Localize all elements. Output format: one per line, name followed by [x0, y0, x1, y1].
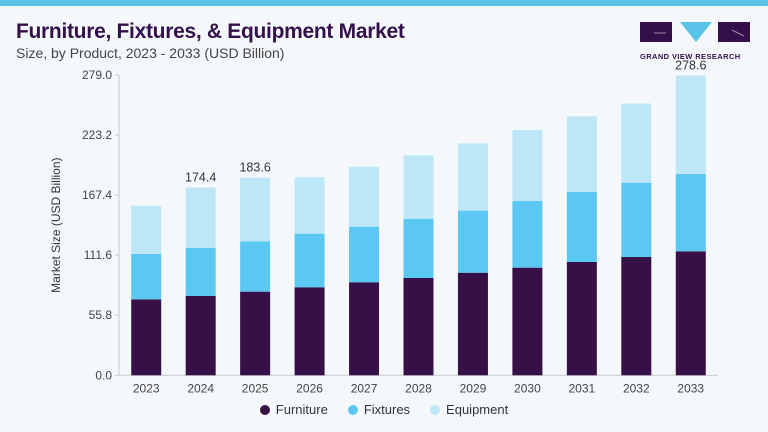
bar-segment-equipment-2025 [240, 177, 271, 242]
bar-segment-equipment-2028 [403, 155, 434, 220]
logo-mark-icon [640, 22, 750, 42]
bar-segment-furniture-2028 [403, 277, 434, 376]
bar-segment-fixtures-2031 [566, 191, 597, 262]
y-tick-label: 279.0 [82, 68, 112, 82]
bar-segment-fixtures-2028 [403, 219, 434, 278]
grand-view-research-logo: GRAND VIEW RESEARCH [640, 22, 750, 61]
x-tick-label: 2023 [133, 381, 160, 395]
x-tick-label: 2029 [460, 381, 487, 395]
bar-segment-equipment-2024 [185, 187, 216, 248]
legend: Furniture Fixtures Equipment [0, 402, 768, 417]
x-tick-label: 2028 [405, 381, 432, 395]
bar-segment-fixtures-2025 [240, 241, 271, 292]
bar-segment-fixtures-2033 [675, 174, 706, 252]
legend-swatch [347, 404, 358, 415]
bar-segment-fixtures-2026 [294, 233, 325, 288]
legend-label: Furniture [275, 402, 328, 417]
legend-label: Equipment [446, 402, 509, 417]
bar-segment-fixtures-2024 [185, 247, 216, 296]
logo-text: GRAND VIEW RESEARCH [640, 52, 741, 61]
x-tick-label: 2024 [187, 381, 214, 395]
bar-segment-equipment-2031 [566, 116, 597, 192]
x-tick-label: 2026 [296, 381, 323, 395]
bar-segment-equipment-2026 [294, 177, 325, 234]
bar-segment-fixtures-2023 [131, 253, 162, 300]
y-tick-label: 167.4 [82, 188, 112, 202]
top-accent-bar [0, 0, 768, 6]
bar-segment-equipment-2029 [457, 143, 488, 211]
bar-segment-fixtures-2032 [621, 182, 652, 258]
x-tick-label: 2030 [514, 381, 541, 395]
data-label-2025: 183.6 [239, 161, 270, 175]
legend-item-equipment: Equipment [430, 402, 508, 417]
bar-segment-equipment-2023 [131, 205, 162, 254]
x-tick-label: 2032 [623, 381, 650, 395]
x-tick-label: 2031 [569, 381, 596, 395]
bar-segment-furniture-2027 [349, 282, 380, 376]
legend-swatch [430, 404, 441, 415]
bar-segment-furniture-2032 [621, 257, 652, 376]
y-axis-label: Market Size (USD Billion) [49, 157, 63, 292]
bar-segment-fixtures-2030 [512, 200, 543, 268]
y-tick-label: 111.6 [84, 248, 113, 262]
bar-segment-furniture-2031 [566, 261, 597, 376]
chart-subtitle: Size, by Product, 2023 - 2033 (USD Billi… [16, 45, 285, 61]
bar-segment-furniture-2033 [675, 251, 706, 376]
legend-item-furniture: Furniture [259, 402, 328, 417]
bar-segment-furniture-2025 [240, 291, 271, 376]
bar-segment-furniture-2030 [512, 267, 543, 376]
legend-swatch [259, 404, 270, 415]
bar-segment-equipment-2033 [675, 75, 706, 175]
bar-segment-equipment-2030 [512, 130, 543, 201]
bar-segment-equipment-2032 [621, 103, 652, 183]
x-tick-label: 2025 [242, 381, 269, 395]
legend-item-fixtures: Fixtures [347, 402, 411, 417]
bar-segment-furniture-2024 [185, 295, 216, 376]
x-tick-label: 2033 [677, 381, 704, 395]
bar-segment-furniture-2023 [131, 299, 162, 376]
bar-segment-furniture-2026 [294, 287, 325, 376]
data-label-2033: 278.6 [675, 58, 706, 72]
y-tick-label: 55.8 [89, 308, 113, 322]
x-tick-label: 2027 [351, 381, 378, 395]
y-tick-label: 0.0 [95, 368, 112, 382]
bar-segment-fixtures-2029 [457, 210, 488, 273]
data-label-2024: 174.4 [185, 171, 216, 185]
bar-segment-equipment-2027 [349, 166, 380, 227]
bar-segment-furniture-2029 [457, 272, 488, 376]
legend-label: Fixtures [363, 402, 411, 417]
chart-title: Furniture, Fixtures, & Equipment Market [16, 20, 405, 43]
y-tick-label: 223.2 [82, 128, 112, 142]
bar-segment-fixtures-2027 [349, 226, 380, 283]
